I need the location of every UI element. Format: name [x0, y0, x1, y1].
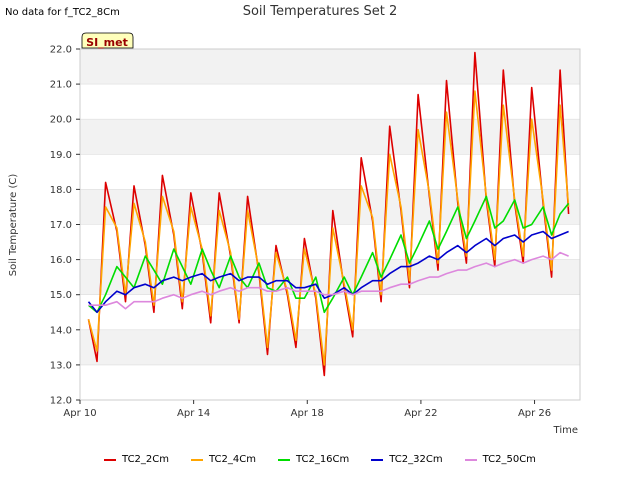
legend-item: TC2_4Cm [191, 454, 256, 465]
y-tick-label: 13.0 [50, 360, 72, 371]
legend-item: TC2_16Cm [277, 454, 350, 465]
background-bands [80, 49, 580, 365]
legend-label: TC2_32Cm [389, 454, 443, 465]
legend-item: TC2_50Cm [464, 454, 536, 465]
x-tick-label: Apr 14 [177, 408, 210, 419]
y-tick-label: 17.0 [50, 220, 72, 231]
x-tick-label: Apr 10 [63, 408, 96, 419]
grid-band [80, 119, 580, 155]
series-line-tc2_50cm [88, 251, 569, 310]
y-tick-label: 19.0 [50, 150, 72, 161]
legend-item: TC2_2Cm [104, 454, 169, 465]
y-axis-label: Soil Temperature (C) [8, 174, 19, 277]
series-line-tc2_32cm [87, 230, 569, 314]
grid-band [80, 329, 580, 365]
legend-label: TC2_16Cm [295, 454, 350, 465]
x-tick-label: Apr 26 [518, 408, 551, 419]
legend-label: TC2_50Cm [482, 454, 536, 465]
y-tick-label: 20.0 [50, 115, 72, 126]
site-badge-label: SI_met [86, 36, 128, 49]
site-badge: SI_met [81, 32, 134, 49]
legend-item: TC2_32Cm [371, 454, 443, 465]
legend-label: TC2_4Cm [209, 454, 256, 465]
x-tick-label: Apr 22 [404, 408, 437, 419]
series-lines [87, 51, 570, 377]
legend: TC2_2Cm TC2_4Cm TC2_16Cm TC2_32Cm TC2_50Cm [0, 454, 640, 465]
y-tick-label: 12.0 [50, 396, 72, 407]
chart-title: Soil Temperatures Set 2 [242, 4, 398, 19]
x-axis-label: Time [553, 425, 578, 436]
y-axis-ticks: 12.0 13.0 14.0 15.0 16.0 17.0 18.0 19.0 20.0 21.0… [50, 45, 80, 407]
y-tick-label: 15.0 [50, 290, 72, 301]
legend-swatch [277, 458, 290, 461]
y-tick-label: 18.0 [50, 185, 72, 196]
y-tick-label: 22.0 [50, 45, 72, 56]
legend-label: TC2_2Cm [122, 454, 169, 465]
y-tick-label: 16.0 [50, 255, 72, 266]
grid-band [80, 49, 580, 85]
legend-swatch [191, 458, 203, 461]
no-data-note: No data for f_TC2_8Cm [5, 7, 120, 18]
y-tick-label: 21.0 [50, 80, 72, 91]
series-line-tc2_16cm [87, 195, 570, 314]
legend-swatch [104, 458, 117, 461]
legend-swatch [464, 458, 477, 461]
x-tick-label: Apr 18 [291, 408, 324, 419]
legend-swatch [371, 458, 384, 461]
x-axis-ticks: Apr 10 Apr 14 Apr 18 Apr 22 Apr 26 [63, 400, 551, 419]
y-tick-label: 14.0 [50, 325, 72, 336]
